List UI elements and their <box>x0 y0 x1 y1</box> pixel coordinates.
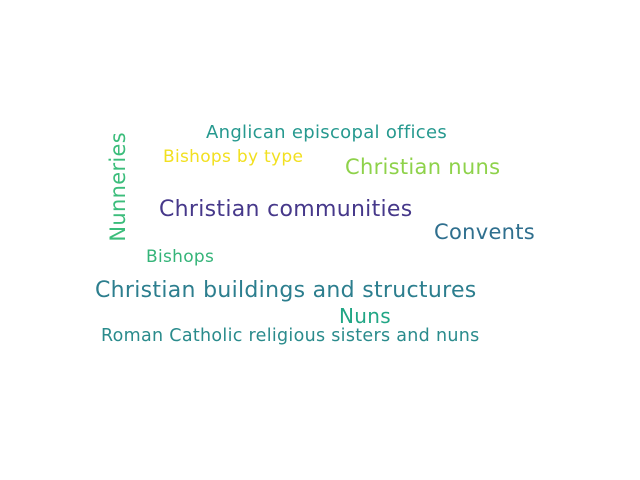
word-nunneries: Nunneries <box>106 132 130 242</box>
word-convents: Convents <box>434 220 536 244</box>
word-christian-nuns: Christian nuns <box>345 155 501 179</box>
word-roman-catholic-religious-sisters-and-nuns: Roman Catholic religious sisters and nun… <box>101 326 480 346</box>
word-christian-buildings-and-structures: Christian buildings and structures <box>95 278 477 303</box>
word-bishops-by-type: Bishops by type <box>163 147 304 167</box>
word-bishops: Bishops <box>146 247 215 267</box>
word-anglican-episcopal-offices: Anglican episcopal offices <box>206 122 448 143</box>
word-nuns: Nuns <box>339 304 391 328</box>
word-christian-communities: Christian communities <box>159 197 413 222</box>
